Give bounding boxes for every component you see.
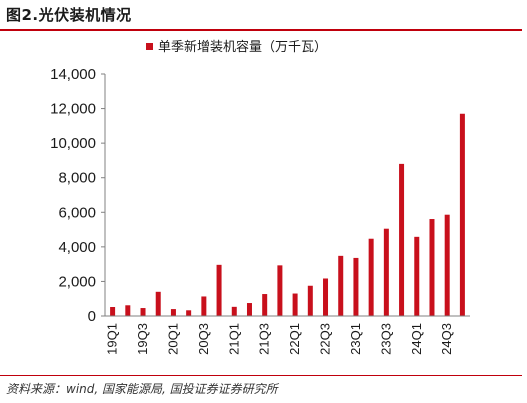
bar-19Q1: [110, 307, 116, 316]
bar-21Q1: [231, 306, 237, 316]
y-tick-label: 4,000: [58, 239, 96, 256]
x-tick-label: 23Q3: [378, 323, 393, 355]
x-tick-label: 21Q3: [257, 323, 272, 355]
x-tick-label: 19Q1: [105, 323, 120, 355]
y-tick-label: 0: [88, 308, 96, 325]
bar-24Q2: [429, 219, 435, 316]
bar-22Q4: [338, 255, 344, 316]
bar-22Q1: [292, 293, 298, 316]
x-tick-label: 22Q3: [318, 323, 333, 355]
bar-20Q2: [186, 310, 192, 316]
title-rule: [0, 29, 522, 31]
bars: [110, 113, 465, 316]
x-tick-label: 21Q1: [226, 323, 241, 355]
bar-19Q3: [140, 308, 146, 316]
bar-23Q3: [383, 228, 389, 316]
y-tick-label: 2,000: [58, 273, 96, 290]
bar-21Q3: [262, 294, 268, 316]
bar-24Q4: [459, 113, 465, 316]
bar-21Q2: [246, 303, 252, 316]
bar-22Q3: [323, 278, 329, 316]
y-axis: 0 2,000 4,000 6,000 8,000 10,000 12,000 14,000: [50, 66, 106, 325]
bar-19Q2: [125, 305, 131, 316]
bar-20Q1: [170, 309, 176, 316]
bar-21Q4: [277, 265, 283, 316]
bar-24Q3: [444, 214, 450, 316]
legend-label: 单季新增装机容量（万千瓦）: [158, 39, 327, 55]
x-axis: 19Q1 19Q3 20Q1 20Q3 21Q1 21Q3 22Q1 22Q3 23Q1 23Q3…: [105, 315, 470, 355]
bar-22Q2: [307, 285, 313, 316]
x-tick-label: 24Q3: [439, 323, 454, 355]
bar-20Q3: [201, 296, 207, 316]
figure-title: 图2.光伏装机情况: [6, 6, 132, 24]
x-tick-label: 20Q3: [196, 323, 211, 355]
bar-19Q4: [155, 291, 161, 316]
source-rule: [0, 375, 522, 376]
x-tick-label: 24Q1: [409, 323, 424, 355]
bar-23Q1: [353, 257, 359, 316]
x-tick-label: 22Q1: [287, 323, 302, 355]
bar-24Q1: [414, 236, 420, 316]
y-tick-label: 14,000: [50, 66, 96, 83]
y-tick-label: 8,000: [58, 170, 96, 187]
bar-23Q2: [368, 238, 374, 316]
legend-swatch: [146, 43, 153, 50]
x-tick-label: 23Q1: [348, 323, 363, 355]
source-note: 资料来源：wind, 国家能源局, 国投证券证券研究所: [6, 382, 278, 396]
y-tick-label: 10,000: [50, 135, 96, 152]
y-tick-label: 12,000: [50, 101, 96, 118]
bar-23Q4: [399, 163, 405, 316]
y-tick-label: 6,000: [58, 204, 96, 221]
x-tick-label: 19Q3: [135, 323, 150, 355]
legend: 单季新增装机容量（万千瓦）: [146, 39, 327, 55]
x-tick-label: 20Q1: [165, 323, 180, 355]
bar-20Q4: [216, 264, 222, 316]
